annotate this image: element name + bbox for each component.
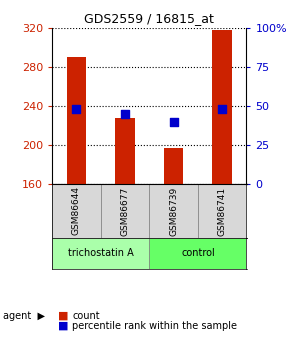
FancyBboxPatch shape [52, 238, 149, 269]
FancyBboxPatch shape [149, 184, 198, 238]
Bar [164, 148, 183, 184]
Title: GDS2559 / 16815_at: GDS2559 / 16815_at [84, 12, 214, 25]
Bar [213, 30, 232, 184]
Point [220, 106, 224, 112]
Point [123, 111, 127, 117]
Text: agent  ▶: agent ▶ [3, 311, 45, 321]
Text: GSM86741: GSM86741 [218, 186, 227, 236]
FancyBboxPatch shape [198, 184, 246, 238]
Text: ■: ■ [58, 321, 68, 331]
Bar [67, 57, 86, 184]
Text: trichostatin A: trichostatin A [68, 248, 134, 258]
Bar [115, 118, 135, 184]
Point [74, 106, 79, 112]
Text: GSM86677: GSM86677 [121, 186, 130, 236]
Text: control: control [181, 248, 215, 258]
FancyBboxPatch shape [52, 184, 101, 238]
FancyBboxPatch shape [149, 238, 246, 269]
Text: GSM86739: GSM86739 [169, 186, 178, 236]
Text: count: count [72, 311, 100, 321]
FancyBboxPatch shape [101, 184, 149, 238]
Text: ■: ■ [58, 311, 68, 321]
Text: percentile rank within the sample: percentile rank within the sample [72, 321, 238, 331]
Text: GSM86644: GSM86644 [72, 186, 81, 235]
Point [171, 119, 176, 124]
